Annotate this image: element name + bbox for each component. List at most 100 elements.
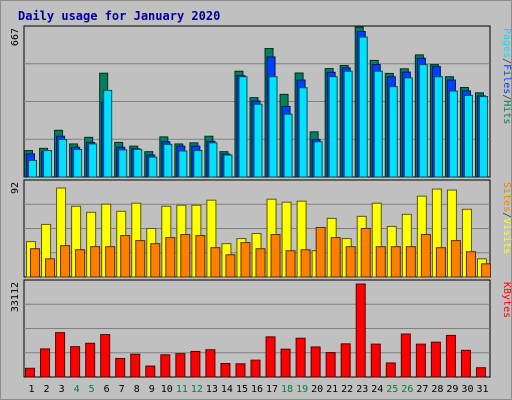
bar-pages-day-8 (133, 148, 143, 178)
x-tick-label: 13 (206, 384, 218, 395)
bar-kbytes-day-24 (370, 343, 381, 378)
x-tick-label: 15 (236, 384, 248, 395)
bar-kbytes-day-12 (190, 350, 201, 378)
legend-kbytes: KBytes (501, 282, 512, 318)
bar-sites-day-3 (60, 245, 71, 278)
x-tick-label: 22 (341, 384, 353, 395)
legend-entry: Hits (501, 100, 512, 124)
bar-kbytes-day-4 (70, 346, 81, 378)
bar-sites-day-2 (45, 258, 56, 278)
bar-pages-day-31 (478, 96, 488, 178)
panel-kbytes: 33112 KBytes (10, 279, 512, 378)
bar-pages-day-30 (463, 94, 473, 178)
x-tick-label: 26 (401, 384, 413, 395)
bar-sites-day-28 (435, 247, 446, 278)
legend-entry: Pages (501, 28, 512, 58)
bar-sites-day-9 (150, 243, 161, 278)
x-tick-label: 30 (461, 384, 473, 395)
bar-pages-day-18 (283, 113, 293, 178)
panel-visits-sites: 92 Sites/Visits (10, 179, 512, 278)
bar-pages-day-6 (103, 89, 113, 178)
bar-sites-day-23 (360, 227, 371, 278)
x-tick-label: 16 (251, 384, 263, 395)
bar-sites-day-24 (375, 246, 386, 278)
bar-pages-day-27 (418, 64, 428, 178)
bar-sites-day-25 (390, 246, 401, 278)
x-tick-label: 9 (149, 384, 155, 395)
x-tick-label: 28 (431, 384, 443, 395)
bar-kbytes-day-3 (55, 332, 66, 378)
bar-pages-day-20 (313, 141, 323, 178)
bar-kbytes-day-5 (85, 342, 96, 378)
x-tick-label: 3 (59, 384, 65, 395)
bar-sites-day-11 (180, 234, 191, 278)
bar-sites-day-10 (165, 237, 176, 278)
legend-entry: Sites (501, 182, 512, 212)
bar-sites-day-30 (465, 251, 476, 278)
x-tick-label: 29 (446, 384, 458, 395)
bar-kbytes-day-9 (145, 365, 156, 378)
bar-sites-day-5 (90, 246, 101, 278)
x-tick-label: 4 (74, 384, 80, 395)
bar-pages-day-4 (73, 148, 83, 178)
x-tick-label: 10 (161, 384, 173, 395)
series-pages (28, 36, 488, 178)
x-tick-label: 7 (119, 384, 125, 395)
bar-pages-day-5 (88, 143, 98, 178)
bar-kbytes-day-28 (430, 341, 441, 378)
bar-sites-day-31 (480, 263, 491, 278)
bar-sites-day-14 (225, 254, 236, 278)
bar-kbytes-day-23 (355, 283, 366, 378)
x-tick-label: 24 (371, 384, 383, 395)
x-axis-labels: 1 2 3 4 5 6 7 8 9 10 11 12 13 14 15 16 17 18 19 20 21 22 23 24 2… (29, 384, 489, 395)
bar-kbytes-day-27 (415, 343, 426, 378)
series-kbytes (25, 283, 486, 378)
bar-pages-day-13 (208, 142, 218, 178)
bar-sites-day-7 (120, 235, 131, 278)
bar-pages-day-11 (178, 150, 188, 178)
bar-sites-day-12 (195, 235, 206, 278)
bar-pages-day-26 (403, 77, 413, 178)
bar-sites-day-17 (270, 234, 281, 278)
legend-entry: Files (501, 64, 512, 94)
x-tick-label: 23 (356, 384, 368, 395)
bar-kbytes-day-1 (25, 367, 36, 378)
bar-pages-day-3 (58, 139, 68, 178)
bar-kbytes-day-16 (250, 359, 261, 378)
bar-pages-day-21 (328, 76, 338, 178)
bar-pages-day-9 (148, 156, 158, 178)
bar-kbytes-day-2 (40, 348, 51, 378)
x-tick-label: 18 (281, 384, 293, 395)
bar-kbytes-day-25 (385, 362, 396, 378)
bar-pages-day-17 (268, 76, 278, 178)
bar-pages-day-23 (358, 36, 368, 178)
legend-entry: / (501, 94, 512, 100)
bar-sites-day-29 (450, 240, 461, 278)
y-max-label: 667 (10, 28, 21, 46)
panel-hits-files-pages: 667 Pages/Files/Hits (10, 25, 512, 178)
bar-sites-day-27 (420, 234, 431, 278)
x-tick-label: 31 (476, 384, 488, 395)
bar-pages-day-12 (193, 150, 203, 178)
legend-entry: KBytes (501, 282, 512, 318)
bar-pages-day-7 (118, 149, 128, 178)
x-tick-label: 21 (326, 384, 338, 395)
x-tick-label: 12 (191, 384, 203, 395)
bar-pages-day-29 (448, 90, 458, 178)
bar-sites-day-16 (255, 248, 266, 278)
bar-sites-day-13 (210, 247, 221, 278)
bar-sites-day-26 (405, 246, 416, 278)
x-tick-label: 1 (29, 384, 35, 395)
bar-kbytes-day-8 (130, 353, 141, 378)
y-max-label: 92 (10, 182, 21, 194)
bar-kbytes-day-29 (445, 334, 456, 378)
bar-sites-day-15 (240, 242, 251, 278)
bar-kbytes-day-15 (235, 363, 246, 378)
x-tick-label: 20 (311, 384, 323, 395)
bar-kbytes-day-6 (100, 334, 111, 378)
x-tick-label: 6 (104, 384, 110, 395)
y-max-label: 33112 (10, 282, 21, 312)
bar-kbytes-day-19 (295, 337, 306, 378)
legend-visits-sites: Sites/Visits (501, 182, 512, 254)
